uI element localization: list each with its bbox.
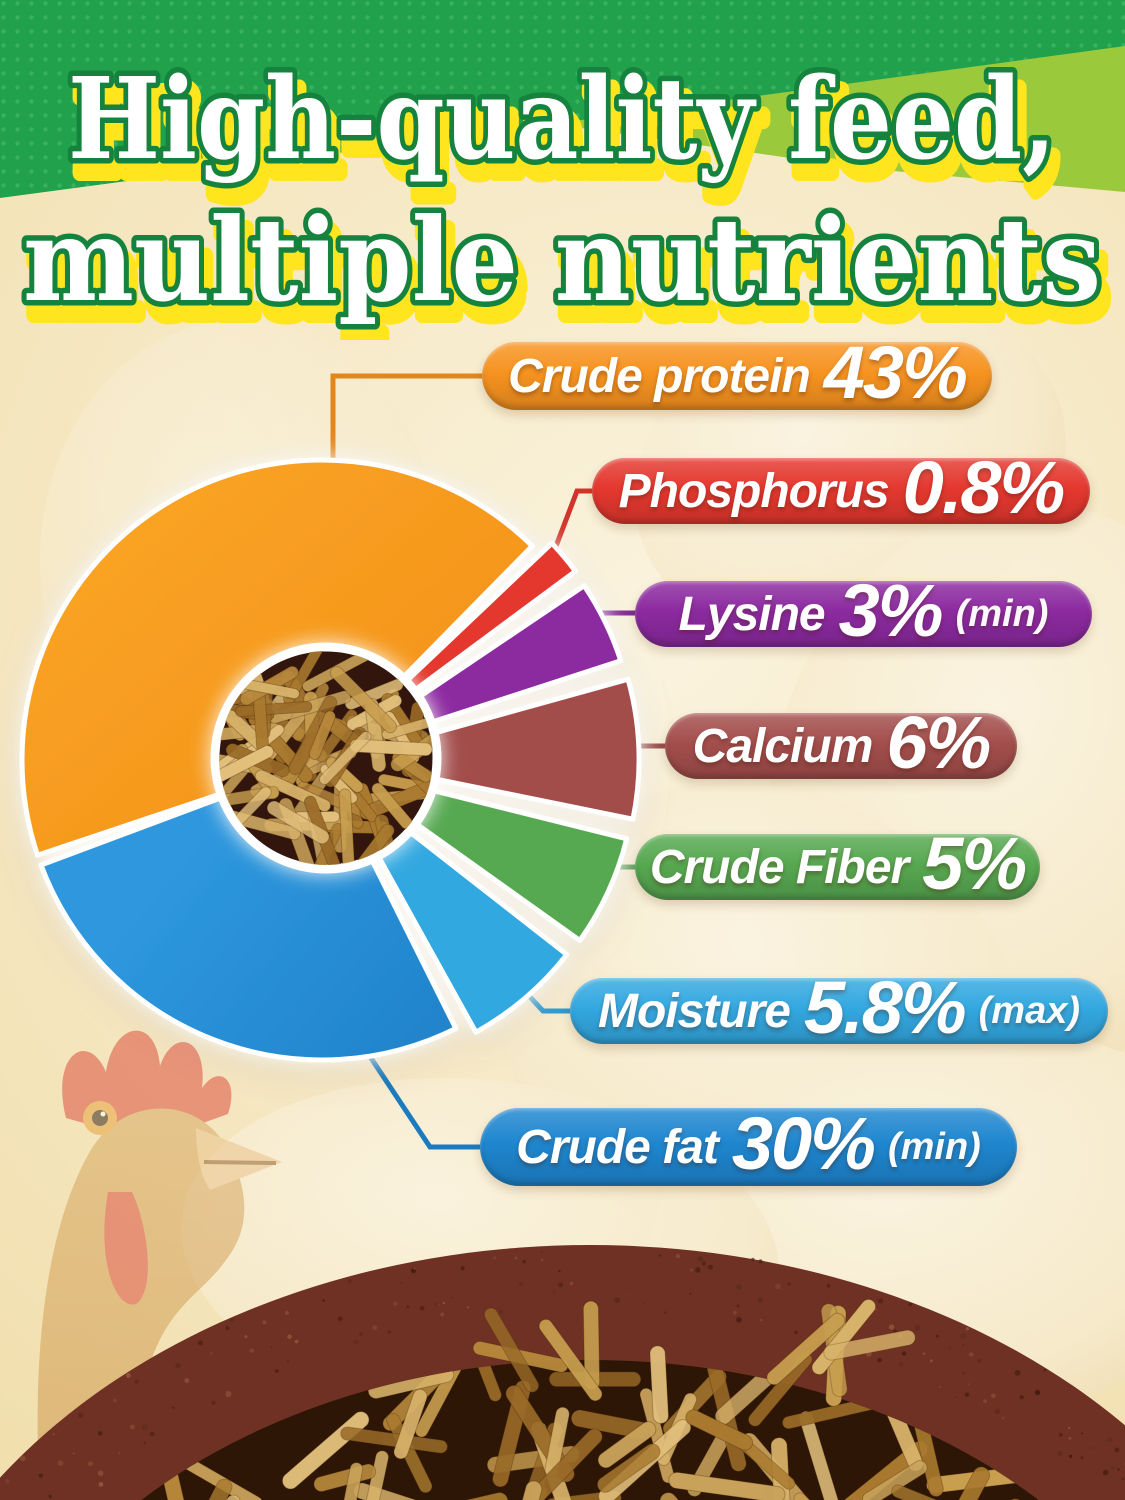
mealworm-bowl — [0, 1245, 1125, 1500]
title-line2-shadow: multiple nutrients — [30, 208, 1108, 340]
nutrient-value: 6% — [886, 701, 991, 784]
nutrient-pill-moisture: Moisture 5.8% (max) — [570, 971, 1108, 1045]
nutrient-value: 43% — [823, 331, 968, 414]
nutrient-value: 5.8% — [803, 966, 967, 1049]
nutrient-value: 0.8% — [902, 446, 1066, 529]
nutrient-pill-calcium: Calcium 6% — [665, 706, 1017, 780]
nutrient-value: 30% — [731, 1102, 876, 1185]
leader-phosphorus — [547, 488, 594, 563]
nutrient-label: Lysine — [678, 587, 826, 641]
title-line1-shadow: High-quality feed, — [75, 69, 1063, 200]
nutrient-label: Phosphorus — [618, 464, 890, 518]
center-mealworm-photo — [210, 642, 442, 874]
nutrient-note: (min) — [887, 1125, 981, 1168]
nutrient-label: Calcium — [692, 719, 874, 773]
title-line1: High-quality feed, — [68, 54, 1056, 185]
nutrient-pill-lysine: Lysine 3% (min) — [635, 574, 1092, 648]
nutrient-value: 3% — [838, 569, 944, 652]
leader-crude-fat — [360, 1044, 483, 1150]
slice-calcium — [336, 676, 642, 822]
nutrient-pill-crude-fat: Crude fat 30% (min) — [480, 1102, 1017, 1186]
nutrient-label: Crude Fiber — [649, 840, 909, 894]
banner-lightgreen-band — [552, 46, 1125, 192]
header-banner: High-quality feed, High-quality feed, mu… — [0, 0, 1125, 340]
nutrient-note: (min) — [955, 592, 1049, 635]
nutrient-pill-phosphorus: Phosphorus 0.8% — [592, 451, 1090, 525]
nutrient-label: Crude fat — [516, 1120, 719, 1174]
nutrient-pill-crude-fiber: Crude Fiber 5% — [635, 827, 1040, 901]
nutrient-pill-crude-protein: Crude protein 43% — [482, 336, 992, 410]
nutrient-label: Moisture — [597, 984, 791, 1038]
title-line2: multiple nutrients — [23, 193, 1101, 327]
leader-crude-protein — [330, 373, 486, 460]
page-title: High-quality feed, High-quality feed, mu… — [18, 49, 1117, 341]
nutrient-label: Crude protein — [508, 349, 811, 403]
nutrient-note: (max) — [978, 989, 1081, 1032]
nutrient-value: 5% — [922, 822, 1027, 905]
